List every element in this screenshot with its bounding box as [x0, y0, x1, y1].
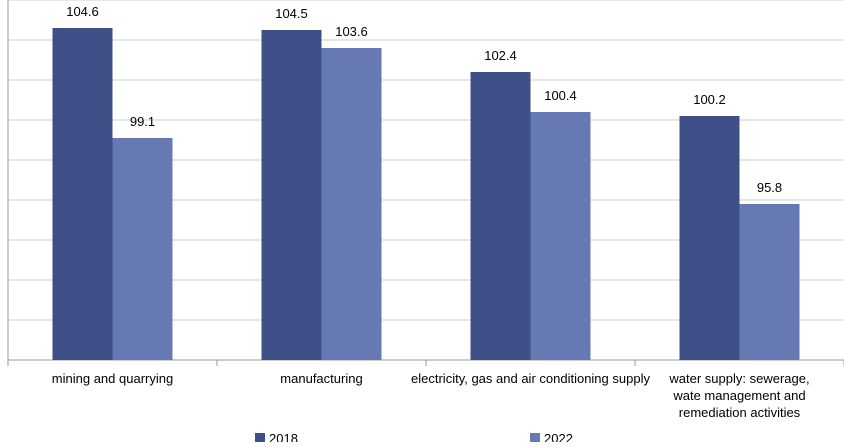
- data-label: 104.5: [275, 6, 308, 21]
- category-label: wate management and: [672, 388, 805, 403]
- data-label: 95.8: [757, 180, 782, 195]
- category-label: manufacturing: [280, 371, 362, 386]
- bar-2022: [112, 138, 173, 360]
- category-label: remediation activities: [679, 405, 801, 420]
- bar-2018: [679, 116, 740, 360]
- bar-2022: [321, 48, 382, 360]
- category-label: mining and quarrying: [52, 371, 173, 386]
- data-label: 104.6: [66, 4, 99, 19]
- data-label: 102.4: [484, 48, 517, 63]
- bar-2018: [261, 30, 322, 360]
- legend-swatch-2022: [530, 433, 540, 443]
- data-label: 99.1: [130, 114, 155, 129]
- data-label: 100.2: [693, 92, 726, 107]
- category-label: water supply: sewerage,: [668, 371, 809, 386]
- legend-swatch-2018: [255, 433, 265, 443]
- data-label: 103.6: [335, 24, 368, 39]
- legend-label: 2018: [269, 431, 298, 442]
- bar-2018: [470, 72, 531, 360]
- bar-2022: [739, 204, 800, 360]
- bar-2018: [52, 28, 113, 360]
- legend-label: 2022: [544, 431, 573, 442]
- category-label: electricity, gas and air conditioning su…: [411, 371, 650, 386]
- bar-2022: [530, 112, 591, 360]
- data-label: 100.4: [544, 88, 577, 103]
